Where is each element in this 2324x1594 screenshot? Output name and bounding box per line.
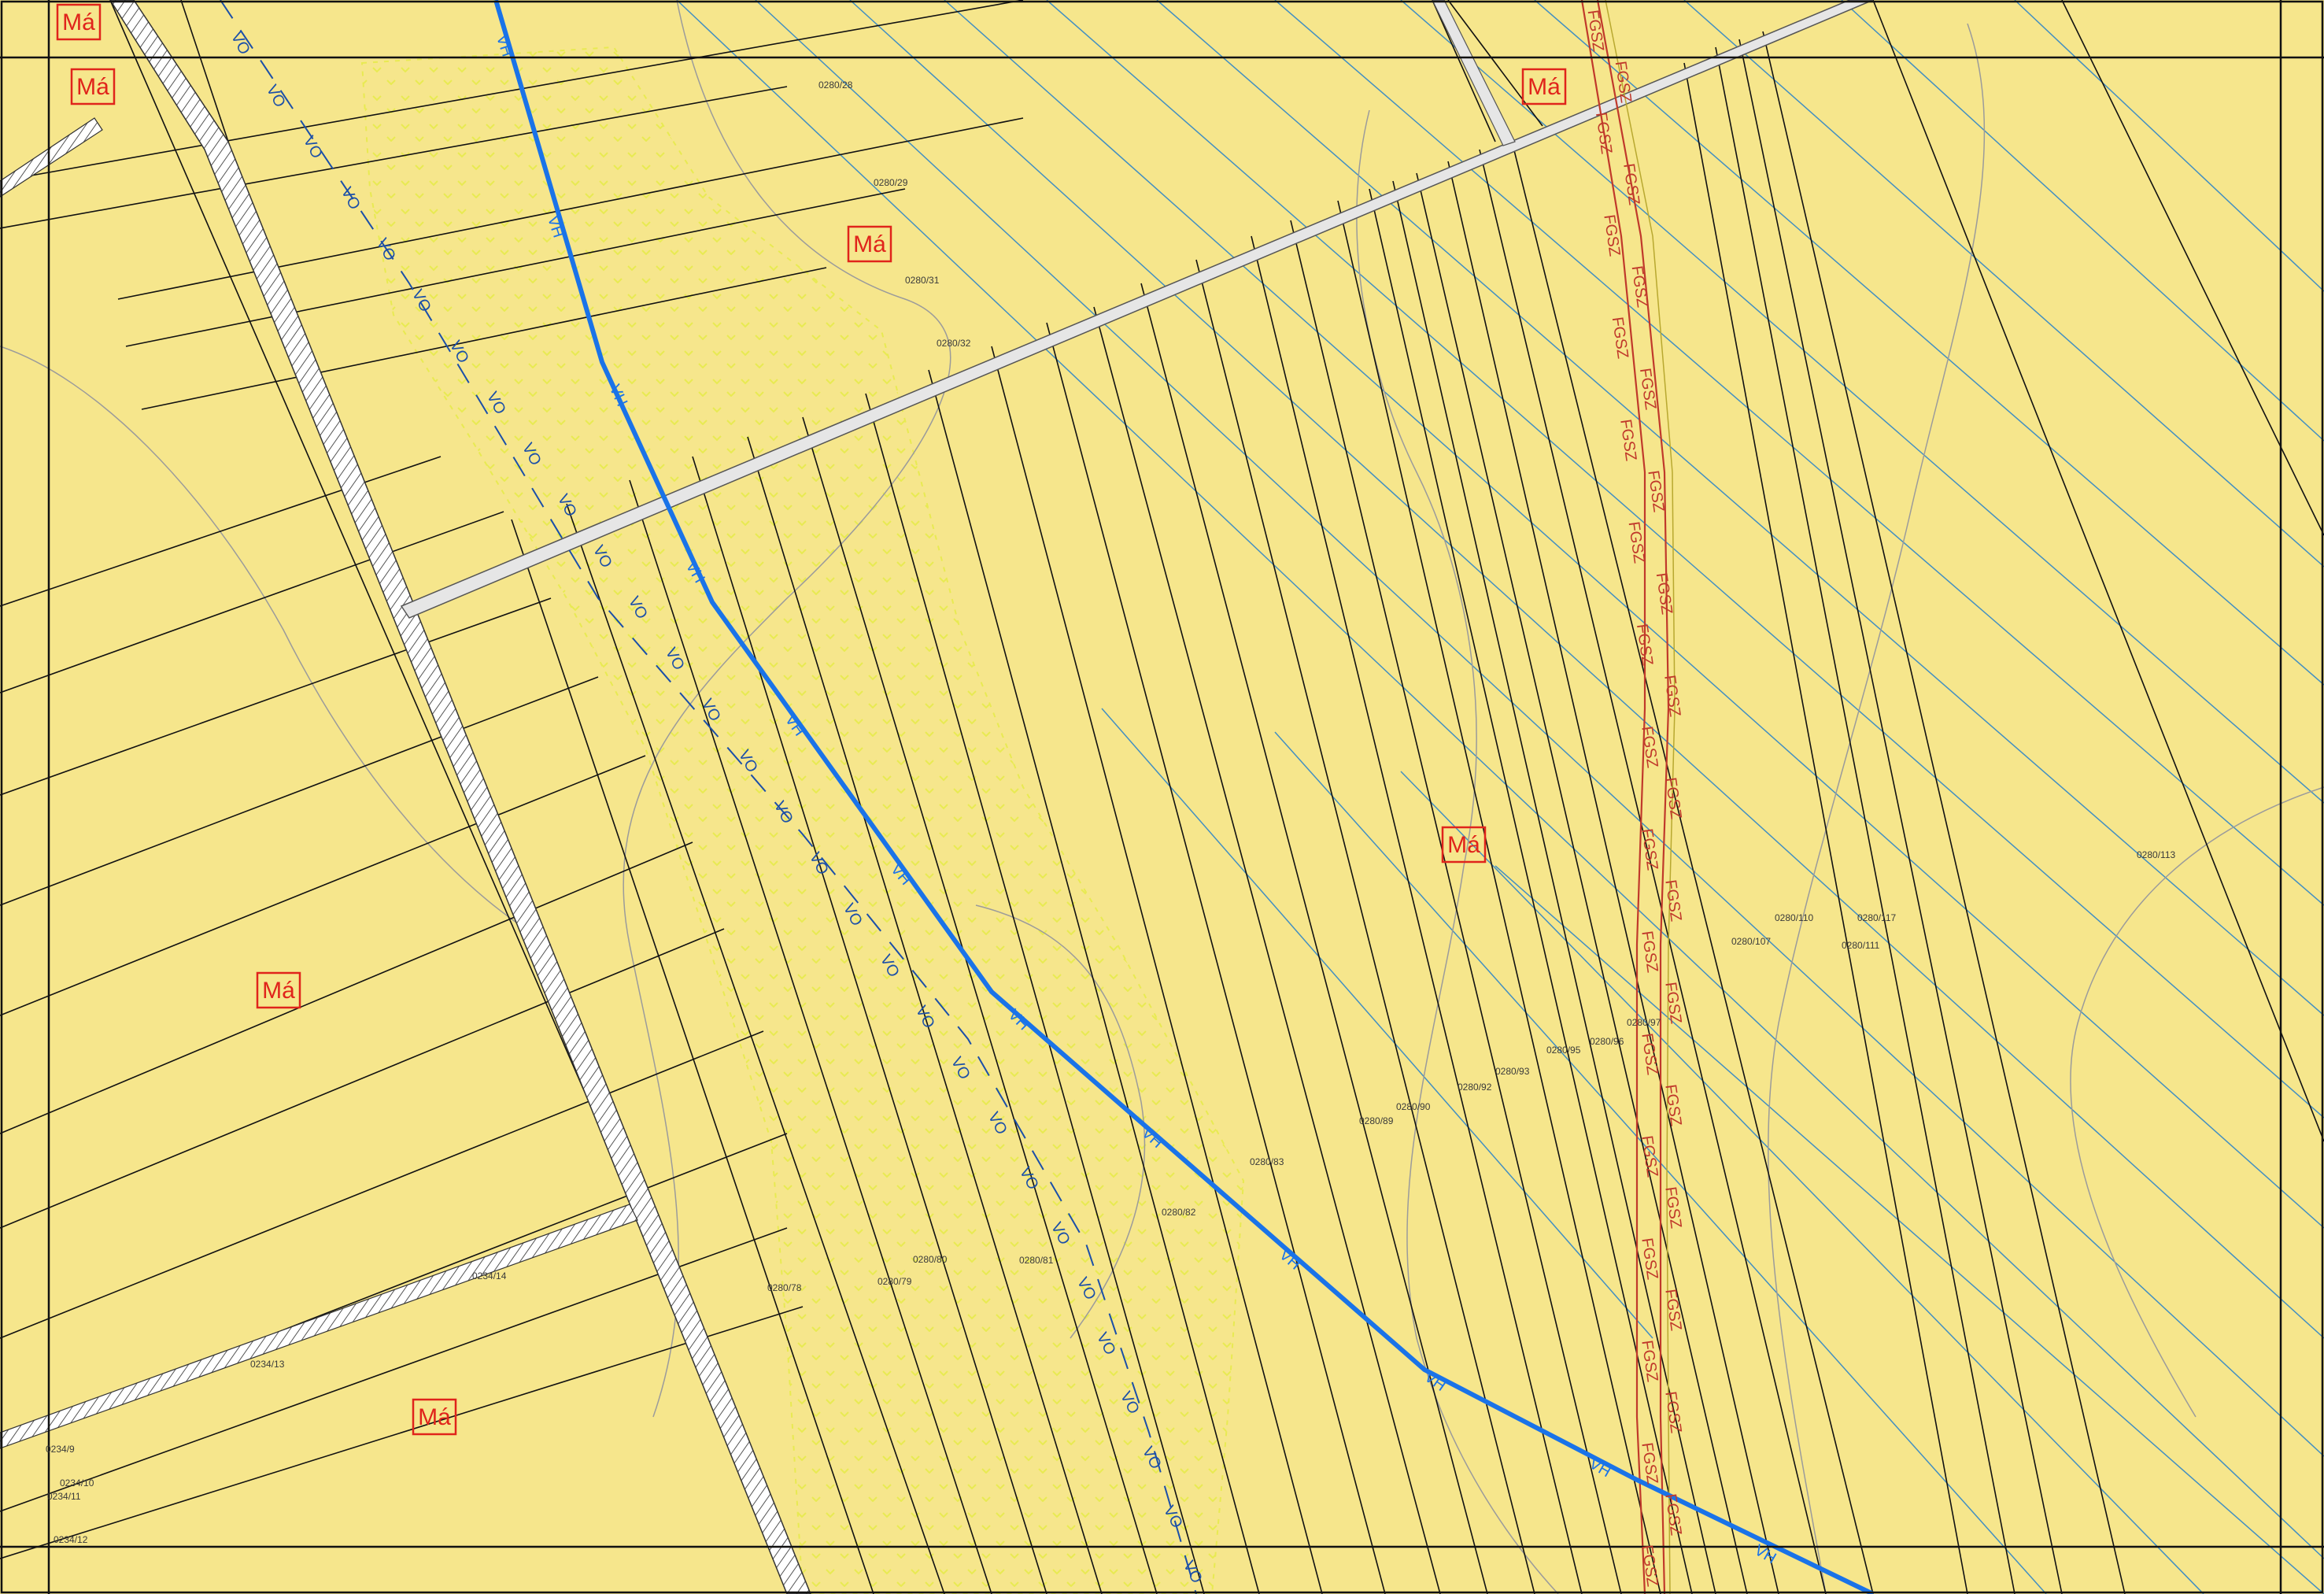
- canal-line: [220, 0, 1197, 1594]
- parcel-number-label: 0280/89: [1359, 1115, 1394, 1126]
- water-main-line: [493, 0, 1875, 1594]
- parcel-number-label: 0280/28: [818, 80, 853, 91]
- parcel-number-label: 0280/95: [1546, 1045, 1581, 1056]
- hatched-corner: [0, 117, 103, 198]
- parcel-number-label: 0234/9: [46, 1444, 75, 1455]
- parcel-number-label: 0280/32: [937, 338, 971, 349]
- parcel-number-label: 0280/117: [1857, 912, 1896, 923]
- zone-label-ma: Má: [70, 68, 116, 105]
- parcel-number-label: 0280/82: [1162, 1207, 1196, 1218]
- parcel-number-label: 0234/11: [47, 1491, 81, 1502]
- hatched-embankment: [109, 0, 811, 1594]
- parcel-number-label: 0280/110: [1775, 912, 1813, 923]
- parcel-number-label: 0280/93: [1495, 1066, 1530, 1077]
- parcel-number-label: 0280/107: [1731, 936, 1771, 947]
- zone-label-text: Má: [853, 231, 886, 257]
- parcel-labels: 0280/28 0280/29 0280/31 0280/32 0280/78 0280/…: [46, 80, 2175, 1545]
- zone-label-box: [70, 68, 116, 105]
- zone-label-box: [56, 3, 102, 41]
- parcel-number-label: 0234/14: [472, 1270, 507, 1281]
- zone-label-text: Má: [262, 978, 295, 1004]
- parcel-number-label: 0280/78: [767, 1282, 802, 1293]
- zone-label-text: Má: [418, 1404, 451, 1430]
- parcel-number-label: 0234/13: [250, 1359, 285, 1370]
- parcel-number-label: 0280/92: [1458, 1082, 1492, 1093]
- zone-label-text: Má: [76, 74, 109, 100]
- parcel-number-label: 0280/31: [905, 275, 940, 286]
- parcel-number-label: 0280/80: [913, 1254, 948, 1265]
- parcel-number-label: 0280/90: [1396, 1101, 1431, 1112]
- grid-lines: [676, 0, 2324, 1594]
- gas-pipeline-corridor: [1605, 0, 1676, 1594]
- zone-label-box: [256, 971, 301, 1009]
- zone-labels: Má Má Má Má Má Má Má: [56, 3, 1567, 1436]
- zone-label-text: Má: [1528, 74, 1561, 100]
- road: [400, 0, 1874, 619]
- zone-label-ma: Má: [256, 971, 301, 1009]
- parcel-number-label: 0280/96: [1590, 1036, 1624, 1047]
- parcel-number-label: 0280/111: [1842, 940, 1880, 951]
- zone-label-box: [1441, 826, 1487, 864]
- zone-label-box: [847, 225, 892, 263]
- zone-label-ma: Má: [56, 3, 102, 41]
- gas-pipeline-line: [1580, 0, 1646, 1594]
- parcel-number-label: 0234/10: [60, 1478, 94, 1489]
- road-spur: [1432, 0, 1516, 146]
- parcel-number-label: 0280/97: [1627, 1017, 1661, 1028]
- zone-label-box: [1521, 68, 1567, 105]
- zone-label-ma: Má: [412, 1398, 457, 1436]
- zone-label-text: Má: [62, 9, 95, 35]
- parcel-number-label: 0280/113: [2137, 849, 2175, 860]
- parcel-number-label: 0280/83: [1250, 1156, 1284, 1167]
- parcel-number-label: 0280/81: [1019, 1255, 1054, 1266]
- parcel-number-label: 0234/12: [54, 1534, 88, 1545]
- dotted-protected-area: [360, 46, 1245, 1594]
- zone-label-ma: Má: [1441, 826, 1487, 864]
- parcel-number-label: 0280/79: [878, 1276, 912, 1287]
- zone-label-ma: Má: [1521, 68, 1567, 105]
- hatched-strip: [0, 1204, 638, 1449]
- zone-label-ma: Má: [847, 225, 892, 263]
- parcel-number-label: 0280/29: [874, 177, 908, 188]
- zone-label-box: [412, 1398, 457, 1436]
- zone-label-text: Má: [1447, 832, 1480, 858]
- gas-pipeline-line: [1596, 0, 1670, 1594]
